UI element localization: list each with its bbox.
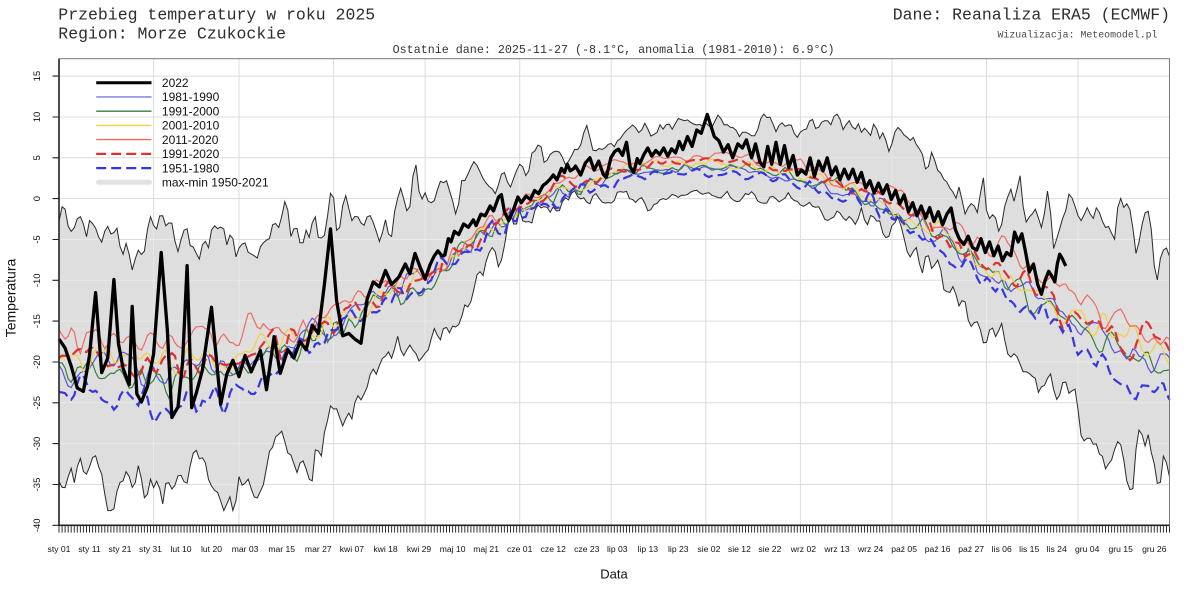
svg-text:-40: -40 <box>32 518 43 532</box>
svg-text:kwi 18: kwi 18 <box>373 544 398 554</box>
svg-text:cze 12: cze 12 <box>541 544 567 554</box>
svg-text:-10: -10 <box>32 273 43 287</box>
svg-text:Przebieg temperatury w roku 20: Przebieg temperatury w roku 2025 <box>58 5 375 24</box>
svg-text:wrz 02: wrz 02 <box>790 544 817 554</box>
svg-text:kwi 29: kwi 29 <box>407 544 432 554</box>
svg-text:2022: 2022 <box>162 76 189 90</box>
svg-text:2011-2020: 2011-2020 <box>162 133 219 147</box>
svg-text:gru 15: gru 15 <box>1109 544 1134 554</box>
svg-text:lis 06: lis 06 <box>992 544 1012 554</box>
svg-text:sty 11: sty 11 <box>78 544 101 554</box>
svg-text:lis 15: lis 15 <box>1019 544 1039 554</box>
svg-text:-15: -15 <box>32 314 43 328</box>
svg-text:sty 01: sty 01 <box>48 544 71 554</box>
svg-text:kwi 07: kwi 07 <box>340 544 365 554</box>
svg-text:lis 24: lis 24 <box>1047 544 1067 554</box>
svg-text:0: 0 <box>32 196 43 201</box>
svg-text:15: 15 <box>32 71 43 82</box>
svg-text:mar 15: mar 15 <box>268 544 295 554</box>
svg-text:lip 13: lip 13 <box>638 544 659 554</box>
svg-text:sie 02: sie 02 <box>697 544 720 554</box>
svg-text:wrz 13: wrz 13 <box>823 544 850 554</box>
svg-text:cze 01: cze 01 <box>507 544 533 554</box>
svg-text:mar 27: mar 27 <box>305 544 332 554</box>
svg-text:sty 21: sty 21 <box>109 544 132 554</box>
svg-text:max-min 1950-2021: max-min 1950-2021 <box>162 176 269 190</box>
svg-text:maj 10: maj 10 <box>440 544 466 554</box>
svg-text:sty 31: sty 31 <box>139 544 162 554</box>
svg-text:Wizualizacja: Meteomodel.pl: Wizualizacja: Meteomodel.pl <box>997 30 1157 41</box>
svg-text:mar 03: mar 03 <box>232 544 259 554</box>
svg-text:2001-2010: 2001-2010 <box>162 119 220 133</box>
svg-text:lut 20: lut 20 <box>201 544 222 554</box>
svg-text:paź 16: paź 16 <box>925 544 951 554</box>
svg-text:10: 10 <box>32 112 43 123</box>
svg-text:gru 26: gru 26 <box>1142 544 1167 554</box>
svg-text:paź 27: paź 27 <box>958 544 984 554</box>
svg-text:wrz 24: wrz 24 <box>857 544 884 554</box>
svg-text:Temperatura: Temperatura <box>3 258 19 337</box>
svg-text:1991-2020: 1991-2020 <box>162 147 220 161</box>
svg-text:sie 22: sie 22 <box>758 544 781 554</box>
svg-text:5: 5 <box>32 155 43 160</box>
svg-text:paź 05: paź 05 <box>891 544 917 554</box>
svg-text:cze 23: cze 23 <box>574 544 600 554</box>
svg-text:1981-1990: 1981-1990 <box>162 90 220 104</box>
svg-text:1991-2000: 1991-2000 <box>162 104 220 118</box>
svg-text:1951-1980: 1951-1980 <box>162 161 220 175</box>
svg-text:sie 12: sie 12 <box>728 544 751 554</box>
svg-text:lut 10: lut 10 <box>170 544 191 554</box>
svg-text:lip 03: lip 03 <box>607 544 628 554</box>
svg-text:Ostatnie dane: 2025-11-27 (-8.: Ostatnie dane: 2025-11-27 (-8.1°C, anoma… <box>393 43 835 57</box>
svg-text:maj 21: maj 21 <box>473 544 499 554</box>
svg-text:-35: -35 <box>32 478 43 492</box>
svg-text:-5: -5 <box>32 235 43 243</box>
svg-text:Data: Data <box>600 567 628 582</box>
svg-text:lip 23: lip 23 <box>668 544 689 554</box>
svg-text:Region: Morze Czukockie: Region: Morze Czukockie <box>58 25 286 44</box>
svg-text:Dane: Reanaliza ERA5 (ECMWF): Dane: Reanaliza ERA5 (ECMWF) <box>893 5 1170 24</box>
svg-text:-20: -20 <box>32 355 43 369</box>
svg-text:-25: -25 <box>32 396 43 410</box>
svg-text:gru 04: gru 04 <box>1075 544 1100 554</box>
svg-text:-30: -30 <box>32 437 43 451</box>
